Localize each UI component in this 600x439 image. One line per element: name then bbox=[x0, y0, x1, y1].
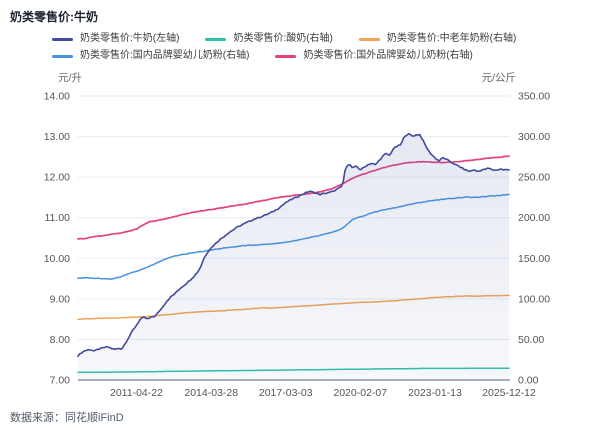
svg-text:2025-12-12: 2025-12-12 bbox=[482, 387, 536, 399]
legend-item-0[interactable]: 奶类零售价:牛奶(左轴) bbox=[52, 33, 179, 45]
legend-marker-icon bbox=[358, 37, 380, 41]
legend-marker-icon bbox=[205, 37, 227, 41]
chart-legend: 奶类零售价:牛奶(左轴) 奶类零售价:酸奶(右轴) 奶类零售价:中老年奶粉(右轴) 奶… bbox=[52, 33, 532, 62]
legend-item-1[interactable]: 奶类零售价:酸奶(右轴) bbox=[205, 33, 333, 45]
svg-text:2014-03-28: 2014-03-28 bbox=[184, 387, 238, 399]
series-line-0 bbox=[77, 132, 510, 358]
svg-text:2023-01-13: 2023-01-13 bbox=[408, 387, 462, 399]
page-title: 奶类零售价:牛奶 bbox=[10, 10, 98, 24]
svg-text:350.00: 350.00 bbox=[518, 91, 550, 103]
svg-text:50.00: 50.00 bbox=[518, 334, 544, 346]
legend-item-2[interactable]: 奶类零售价:中老年奶粉(右轴) bbox=[358, 33, 517, 45]
svg-text:150.00: 150.00 bbox=[518, 253, 550, 265]
series-area-0 bbox=[78, 133, 509, 380]
svg-text:7.00: 7.00 bbox=[50, 375, 71, 387]
svg-text:100.00: 100.00 bbox=[518, 293, 550, 305]
svg-text:300.00: 300.00 bbox=[518, 131, 550, 143]
legend-item-label: 奶类零售价:牛奶(左轴) bbox=[80, 33, 180, 44]
svg-text:0.00: 0.00 bbox=[518, 375, 539, 387]
legend-marker-icon bbox=[275, 54, 297, 58]
svg-text:9.00: 9.00 bbox=[50, 293, 71, 305]
svg-text:2020-02-07: 2020-02-07 bbox=[333, 387, 387, 399]
svg-text:8.00: 8.00 bbox=[50, 334, 71, 346]
left-axis-unit-label: 元/升 bbox=[58, 72, 82, 84]
legend-item-label: 奶类零售价:国内品牌婴幼儿奶粉(右轴) bbox=[80, 50, 250, 61]
svg-text:10.00: 10.00 bbox=[44, 253, 70, 265]
svg-text:2011-04-22: 2011-04-22 bbox=[110, 387, 163, 399]
legend-item-label: 奶类零售价:国外品牌婴幼儿奶粉(右轴) bbox=[303, 50, 473, 61]
legend-item-label: 奶类零售价:酸奶(右轴) bbox=[233, 33, 333, 44]
svg-text:13.00: 13.00 bbox=[44, 131, 70, 143]
svg-text:12.00: 12.00 bbox=[44, 172, 70, 184]
legend-item-4[interactable]: 奶类零售价:国外品牌婴幼儿奶粉(右轴) bbox=[275, 50, 473, 62]
svg-text:2017-03-03: 2017-03-03 bbox=[259, 387, 313, 399]
x-axis-labels: 2011-04-22 2014-03-28 2017-03-03 2020-02-07… bbox=[110, 387, 536, 399]
legend-item-label: 奶类零售价:中老年奶粉(右轴) bbox=[386, 33, 517, 44]
data-source-label: 数据来源：同花顺iFinD bbox=[10, 412, 124, 424]
legend-marker-icon bbox=[52, 37, 73, 41]
svg-text:11.00: 11.00 bbox=[45, 212, 71, 224]
legend-item-3[interactable]: 奶类零售价:国内品牌婴幼儿奶粉(右轴) bbox=[52, 50, 249, 62]
series-lines bbox=[77, 132, 510, 380]
legend-marker-icon bbox=[52, 54, 73, 58]
y-axis-right-labels: 350.00 300.00 250.00 200.00 150.00 100.00 50.0… bbox=[518, 91, 550, 387]
svg-text:14.00: 14.00 bbox=[44, 91, 70, 103]
svg-text:250.00: 250.00 bbox=[518, 172, 550, 184]
svg-text:200.00: 200.00 bbox=[518, 212, 550, 224]
y-axis-left-labels: 14.00 13.00 12.00 11.00 10.00 9.00 8.00 7.00 bbox=[44, 91, 70, 387]
right-axis-unit-label: 元/公斤 bbox=[481, 72, 516, 84]
